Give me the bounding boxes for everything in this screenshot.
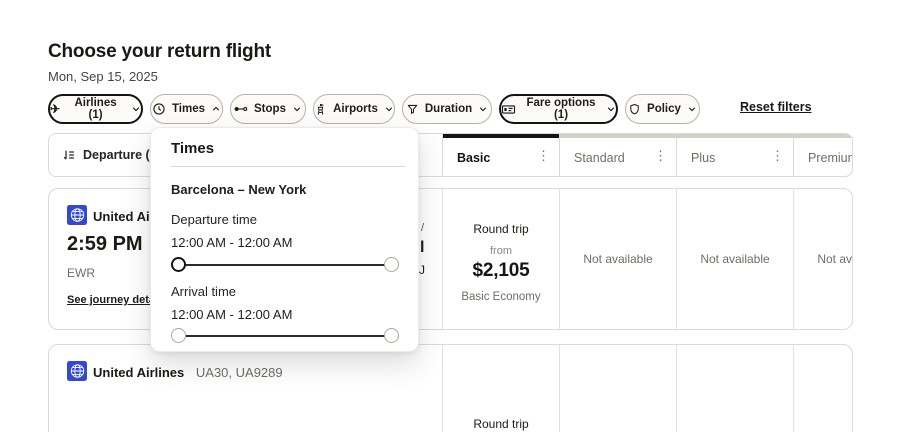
departure-time-range-value: 12:00 AM - 12:00 AM bbox=[171, 235, 293, 250]
column-bar bbox=[560, 134, 676, 138]
arrival-time-range-value: 12:00 AM - 12:00 AM bbox=[171, 307, 293, 322]
united-airlines-logo-icon bbox=[67, 205, 87, 225]
plus-fare-cell: Not available bbox=[676, 189, 793, 329]
page-title: Choose your return flight bbox=[48, 41, 272, 62]
see-journey-details-link[interactable]: See journey details bbox=[67, 294, 168, 306]
arrival-time-label: Arrival time bbox=[171, 284, 237, 299]
tower-icon bbox=[317, 103, 325, 115]
cabin-name: Basic Economy bbox=[461, 291, 541, 303]
times-filter-button[interactable]: Times bbox=[150, 94, 223, 124]
funnel-icon bbox=[407, 104, 418, 114]
selected-column-bar bbox=[443, 134, 559, 138]
fare-column-basic[interactable]: Basic ⋮ bbox=[442, 134, 559, 176]
basic-fare-cell[interactable]: Round trip from $2,105 Basic Economy bbox=[442, 189, 559, 329]
airline-name: United Airlines bbox=[93, 365, 185, 380]
not-available-label: Not available bbox=[700, 252, 770, 266]
kebab-menu-icon[interactable]: ⋮ bbox=[537, 147, 550, 163]
departure-time-label: Departure time bbox=[171, 212, 257, 227]
chevron-down-icon bbox=[293, 107, 301, 112]
basic-fare-cell[interactable]: Round trip bbox=[442, 345, 559, 432]
departure-time: 2:59 PM bbox=[67, 233, 143, 255]
premium-fare-cell bbox=[793, 345, 852, 432]
slider-handle-max[interactable] bbox=[384, 328, 399, 343]
slider-handle-min[interactable] bbox=[171, 257, 186, 272]
chevron-down-icon bbox=[607, 107, 615, 112]
ticket-icon bbox=[501, 104, 516, 114]
reset-filters-link[interactable]: Reset filters bbox=[740, 100, 812, 114]
chevron-down-icon bbox=[385, 107, 393, 112]
slider-track[interactable] bbox=[177, 263, 393, 266]
united-airlines-logo-icon bbox=[67, 361, 87, 381]
sort-icon bbox=[63, 150, 74, 160]
column-bar bbox=[794, 134, 852, 138]
clipped-text-fragment: l bbox=[420, 239, 425, 256]
fare-column-basic-label: Basic bbox=[457, 151, 491, 165]
policy-filter-label: Policy bbox=[647, 103, 681, 115]
clipped-text-fragment: J bbox=[419, 263, 425, 277]
standard-fare-cell: Not available bbox=[559, 189, 676, 329]
airports-filter-button[interactable]: Airports bbox=[313, 94, 395, 124]
stops-filter-label: Stops bbox=[254, 103, 286, 115]
chevron-up-icon bbox=[212, 106, 220, 111]
fare-price: $2,105 bbox=[472, 260, 530, 281]
slider-handle-min[interactable] bbox=[171, 328, 186, 343]
duration-filter-label: Duration bbox=[424, 103, 473, 115]
shield-icon bbox=[630, 103, 639, 114]
kebab-menu-icon[interactable]: ⋮ bbox=[771, 147, 784, 163]
standard-fare-cell bbox=[559, 345, 676, 432]
stops-icon bbox=[234, 106, 248, 112]
chevron-down-icon bbox=[479, 107, 487, 112]
trip-type-label: Round trip bbox=[473, 222, 529, 236]
plus-fare-cell bbox=[676, 345, 793, 432]
fare-column-plus-label: Plus bbox=[691, 151, 716, 165]
chevron-down-icon bbox=[688, 107, 696, 112]
airports-filter-label: Airports bbox=[333, 103, 378, 115]
fare-options-filter-label: Fare options (1) bbox=[526, 97, 596, 121]
times-filter-popup: Times Barcelona – New York Departure tim… bbox=[150, 127, 419, 352]
trip-type-label: Round trip bbox=[473, 417, 529, 431]
fare-column-standard[interactable]: Standard ⋮ bbox=[559, 134, 676, 176]
fare-column-premium[interactable]: Premium ⋮ bbox=[793, 134, 852, 176]
not-available-label: Not available bbox=[583, 252, 653, 266]
filter-bar: ✈ Airlines (1) Times Stops Airports Dura… bbox=[48, 94, 700, 124]
flight-numbers: UA30, UA9289 bbox=[195, 365, 283, 380]
sort-by-departure-label: Departure (NY bbox=[83, 148, 168, 162]
fare-column-plus[interactable]: Plus ⋮ bbox=[676, 134, 793, 176]
page-date: Mon, Sep 15, 2025 bbox=[48, 69, 158, 84]
route-label: Barcelona – New York bbox=[171, 182, 307, 197]
times-filter-label: Times bbox=[171, 103, 206, 115]
fare-column-standard-label: Standard bbox=[574, 151, 625, 165]
airline-name-line: United Airlines UA30, UA9289 bbox=[93, 365, 283, 380]
sort-by-departure-button[interactable]: Departure (NY bbox=[62, 134, 167, 176]
column-bar bbox=[677, 134, 793, 138]
slider-handle-max[interactable] bbox=[384, 257, 399, 272]
divider bbox=[171, 166, 405, 167]
flight-result-row: United Airlines UA30, UA9289 Round trip bbox=[48, 344, 853, 432]
airlines-filter-label: Airlines (1) bbox=[74, 97, 117, 121]
airlines-filter-button[interactable]: ✈ Airlines (1) bbox=[48, 94, 143, 124]
clock-icon bbox=[153, 103, 165, 115]
slider-track[interactable] bbox=[177, 334, 393, 337]
clipped-text-fragment: / bbox=[421, 222, 425, 234]
departure-time-range-slider[interactable] bbox=[171, 257, 399, 272]
not-available-label: Not available bbox=[817, 252, 852, 266]
chevron-down-icon bbox=[132, 107, 140, 112]
policy-filter-button[interactable]: Policy bbox=[625, 94, 700, 124]
airplane-icon: ✈ bbox=[50, 102, 61, 116]
premium-fare-cell: Not available bbox=[793, 189, 852, 329]
fare-column-premium-label: Premium bbox=[808, 151, 852, 165]
from-label: from bbox=[490, 245, 512, 257]
kebab-menu-icon[interactable]: ⋮ bbox=[654, 147, 667, 163]
fare-options-filter-button[interactable]: Fare options (1) bbox=[499, 94, 618, 124]
stops-filter-button[interactable]: Stops bbox=[230, 94, 306, 124]
arrival-time-range-slider[interactable] bbox=[171, 328, 399, 343]
departure-airport-code: EWR bbox=[67, 266, 95, 280]
duration-filter-button[interactable]: Duration bbox=[402, 94, 492, 124]
popup-title: Times bbox=[171, 140, 215, 157]
